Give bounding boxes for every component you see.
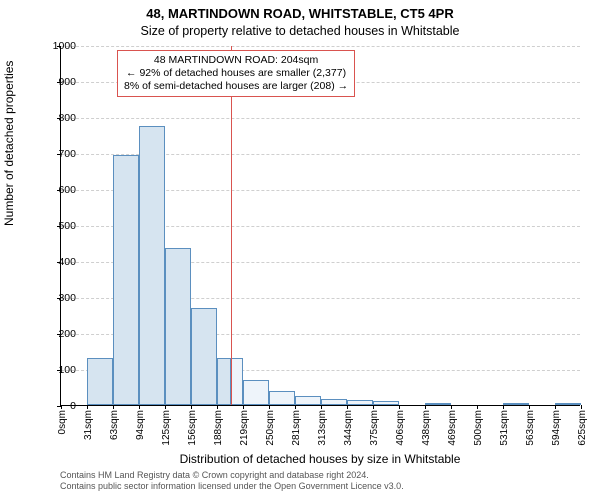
x-tick-label: 125sqm bbox=[161, 410, 172, 446]
x-tick-mark bbox=[295, 405, 296, 409]
x-axis-label: Distribution of detached houses by size … bbox=[60, 452, 580, 466]
histogram-bar bbox=[425, 403, 451, 405]
y-tick-label: 800 bbox=[36, 112, 76, 124]
x-tick-label: 156sqm bbox=[187, 410, 198, 446]
histogram-bar bbox=[373, 401, 399, 405]
x-tick-mark bbox=[217, 405, 218, 409]
histogram-bar bbox=[87, 358, 114, 405]
histogram-bar bbox=[243, 380, 269, 405]
x-tick-mark bbox=[581, 405, 582, 409]
x-tick-label: 469sqm bbox=[447, 410, 458, 446]
x-tick-label: 344sqm bbox=[343, 410, 354, 446]
x-tick-label: 625sqm bbox=[577, 410, 588, 446]
x-tick-mark bbox=[321, 405, 322, 409]
page-title: 48, MARTINDOWN ROAD, WHITSTABLE, CT5 4PR bbox=[0, 6, 600, 21]
histogram-bar bbox=[347, 400, 373, 405]
histogram-plot: 48 MARTINDOWN ROAD: 204sqm ← 92% of deta… bbox=[60, 46, 580, 406]
x-tick-label: 94sqm bbox=[135, 410, 146, 440]
histogram-bar bbox=[191, 308, 218, 405]
x-tick-mark bbox=[399, 405, 400, 409]
histogram-bar bbox=[555, 403, 581, 405]
x-tick-label: 313sqm bbox=[317, 410, 328, 446]
annotation-line: ← 92% of detached houses are smaller (2,… bbox=[124, 67, 348, 80]
histogram-bar bbox=[231, 358, 243, 405]
x-tick-mark bbox=[529, 405, 530, 409]
annotation-box: 48 MARTINDOWN ROAD: 204sqm ← 92% of deta… bbox=[117, 50, 355, 97]
annotation-line: 8% of semi-detached houses are larger (2… bbox=[124, 80, 348, 93]
x-tick-mark bbox=[555, 405, 556, 409]
y-tick-label: 1000 bbox=[36, 40, 76, 52]
histogram-bar bbox=[295, 396, 322, 405]
x-tick-label: 0sqm bbox=[57, 410, 68, 434]
histogram-bar bbox=[503, 403, 530, 405]
x-tick-label: 63sqm bbox=[109, 410, 120, 440]
x-tick-label: 500sqm bbox=[473, 410, 484, 446]
y-tick-label: 900 bbox=[36, 76, 76, 88]
y-tick-label: 200 bbox=[36, 328, 76, 340]
x-tick-mark bbox=[87, 405, 88, 409]
histogram-bar bbox=[269, 391, 295, 405]
y-tick-label: 700 bbox=[36, 148, 76, 160]
gridline bbox=[61, 46, 580, 47]
x-tick-label: 281sqm bbox=[291, 410, 302, 446]
x-tick-label: 219sqm bbox=[239, 410, 250, 446]
histogram-bar bbox=[217, 358, 230, 405]
histogram-bar bbox=[165, 248, 191, 405]
footer-line: Contains HM Land Registry data © Crown c… bbox=[60, 470, 580, 481]
x-tick-mark bbox=[477, 405, 478, 409]
y-tick-label: 600 bbox=[36, 184, 76, 196]
footer-line: Contains public sector information licen… bbox=[60, 481, 580, 492]
histogram-bar bbox=[321, 399, 347, 405]
x-tick-label: 438sqm bbox=[421, 410, 432, 446]
x-tick-mark bbox=[269, 405, 270, 409]
x-tick-mark bbox=[191, 405, 192, 409]
x-tick-mark bbox=[503, 405, 504, 409]
x-tick-label: 531sqm bbox=[499, 410, 510, 446]
x-tick-label: 563sqm bbox=[525, 410, 536, 446]
x-tick-mark bbox=[451, 405, 452, 409]
x-tick-mark bbox=[165, 405, 166, 409]
y-tick-label: 500 bbox=[36, 220, 76, 232]
x-tick-label: 406sqm bbox=[395, 410, 406, 446]
y-tick-label: 100 bbox=[36, 364, 76, 376]
annotation-line: 48 MARTINDOWN ROAD: 204sqm bbox=[124, 54, 348, 67]
x-tick-mark bbox=[373, 405, 374, 409]
x-tick-mark bbox=[243, 405, 244, 409]
y-axis-label: Number of detached properties bbox=[2, 61, 16, 226]
x-tick-label: 188sqm bbox=[213, 410, 224, 446]
reference-line bbox=[231, 46, 232, 405]
x-tick-label: 31sqm bbox=[83, 410, 94, 440]
x-tick-mark bbox=[347, 405, 348, 409]
y-tick-label: 400 bbox=[36, 256, 76, 268]
histogram-bar bbox=[139, 126, 165, 405]
page-subtitle: Size of property relative to detached ho… bbox=[0, 24, 600, 38]
gridline bbox=[61, 118, 580, 119]
y-tick-label: 0 bbox=[36, 400, 76, 412]
x-tick-label: 594sqm bbox=[551, 410, 562, 446]
x-tick-label: 375sqm bbox=[369, 410, 380, 446]
x-tick-mark bbox=[425, 405, 426, 409]
x-tick-label: 250sqm bbox=[265, 410, 276, 446]
x-tick-mark bbox=[139, 405, 140, 409]
footer-attribution: Contains HM Land Registry data © Crown c… bbox=[60, 470, 580, 492]
x-tick-mark bbox=[113, 405, 114, 409]
histogram-bar bbox=[113, 155, 139, 405]
y-tick-label: 300 bbox=[36, 292, 76, 304]
